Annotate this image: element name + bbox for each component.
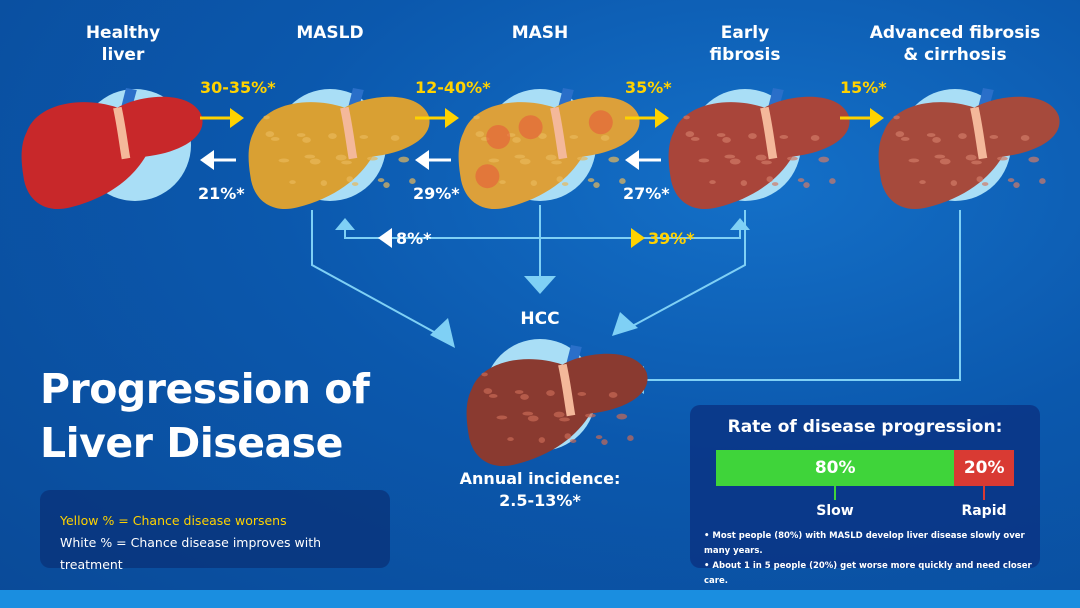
improve-arrowhead-icon: [625, 150, 639, 170]
arrows: [200, 108, 884, 248]
liver-4: [668, 88, 850, 210]
worsen-pct: 15%*: [840, 78, 887, 97]
note-2: • About 1 in 5 people (20%) get worse mo…: [704, 561, 1032, 586]
liver-2: [248, 88, 430, 210]
rapid-label: Rapid: [961, 503, 1007, 519]
rate-title: Rate of disease progression:: [727, 417, 1003, 437]
incidence-value: 2.5-13%*: [499, 491, 581, 510]
legend-yellow: Yellow % = Chance disease worsens: [60, 513, 287, 528]
bypass-improve-pct: 8%*: [396, 229, 432, 248]
worsen-pct: 35%*: [625, 78, 672, 97]
bottom-strip: [0, 590, 1080, 608]
improve-arrowhead-icon: [200, 150, 214, 170]
legend-white: White % = Chance disease improves with t…: [60, 535, 322, 572]
improve-arrowhead-icon: [415, 150, 429, 170]
stage-label: MASH: [511, 23, 569, 43]
rate-box: Rate of disease progression: 80% 20% Slo…: [690, 405, 1040, 586]
legend-box: Yellow % = Chance disease worsens White …: [40, 490, 390, 572]
stage-label: Healthy liver: [85, 23, 161, 65]
improve-pct: 21%*: [198, 184, 245, 203]
worsen-arrowhead-icon: [445, 108, 459, 128]
slow-bar: 80%: [716, 450, 955, 486]
improve-pct: 29%*: [413, 184, 460, 203]
worsen-triangle-icon: [631, 228, 645, 248]
bypass-worsen-pct: 39%*: [648, 229, 695, 248]
worsen-pct: 12-40%*: [415, 78, 491, 97]
hcc-liver: [466, 345, 648, 467]
worsen-pct: 30-35%*: [200, 78, 276, 97]
slow-tick: [834, 486, 836, 500]
rapid-bar: 20%: [954, 450, 1014, 486]
improve-triangle-icon: [378, 228, 392, 248]
worsen-arrowhead-icon: [230, 108, 244, 128]
liver-5: [878, 88, 1060, 210]
worsen-arrowhead-icon: [655, 108, 669, 128]
stage-label: MASLD: [296, 23, 364, 43]
stage-label: Advanced fibrosis & cirrhosis: [869, 23, 1041, 65]
worsen-arrowhead-icon: [870, 108, 884, 128]
rapid-tick: [983, 486, 985, 500]
slow-label: Slow: [816, 503, 854, 519]
page-title: Progression of Liver Disease: [40, 365, 370, 467]
connector-lines: [311, 205, 961, 381]
note-1: • Most people (80%) with MASLD develop l…: [704, 531, 1025, 556]
improve-pct: 27%*: [623, 184, 670, 203]
hcc-label: HCC: [520, 309, 560, 329]
liver-1: [21, 88, 203, 210]
stage-label: Early fibrosis: [709, 23, 781, 65]
incidence-label: Annual incidence:: [459, 469, 621, 488]
